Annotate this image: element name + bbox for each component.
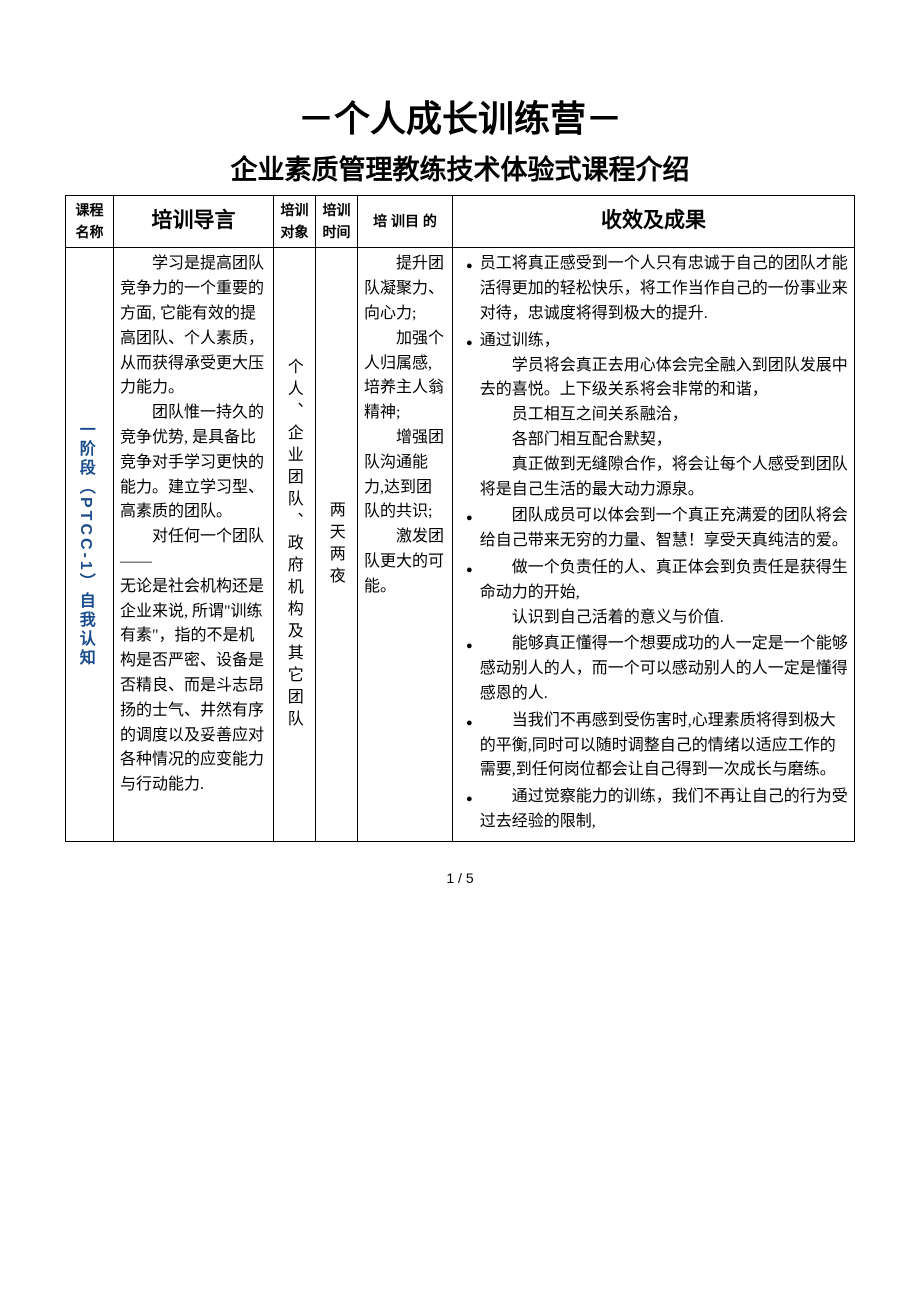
result-item: 员工将真正感受到一个人只有忠诚于自己的团队才能活得更加的轻松快乐，将工作当作自己… [480, 252, 848, 326]
result-text: 认识到自己活着的意义与价值. [480, 606, 848, 631]
header-results: 收效及成果 [453, 196, 855, 248]
result-text: 学员将会真正去用心体会完全融入到团队发展中去的喜悦。上下级关系将会非常的和谐， [480, 354, 848, 404]
result-item: 通过训练，学员将会真正去用心体会完全融入到团队发展中去的喜悦。上下级关系将会非常… [480, 329, 848, 503]
results-list: 员工将真正感受到一个人只有忠诚于自己的团队才能活得更加的轻松快乐，将工作当作自己… [459, 252, 848, 834]
header-intro: 培训导言 [114, 196, 274, 248]
result-text: 当我们不再感到受伤害时,心理素质将得到极大的平衡,同时可以随时调整自己的情绪以适… [480, 709, 848, 783]
result-text: 通过觉察能力的训练，我们不再让自己的行为受过去经验的限制, [480, 785, 848, 835]
cell-results: 员工将真正感受到一个人只有忠诚于自己的团队才能活得更加的轻松快乐，将工作当作自己… [453, 248, 855, 841]
goal-p3: 增强团队沟通能力,达到团队的共识; [364, 426, 446, 525]
result-text: 真正做到无缝隙合作，将会让每个人感受到团队将是自己生活的最大动力源泉。 [480, 453, 848, 503]
intro-p4: 无论是社会机构还是企业来说, 所谓"训练有素"，指的不是机构是否严密、设备是否精… [120, 575, 267, 798]
goal-p1: 提升团队凝聚力、向心力; [364, 252, 446, 326]
goal-p4: 激发团队更大的可能。 [364, 525, 446, 599]
intro-p1: 学习是提高团队竞争力的一个重要的方面, 它能有效的提高团队、个人素质，从而获得承… [120, 252, 267, 401]
result-item: 做一个负责任的人、真正体会到负责任是获得生命动力的开始,认识到自己活着的意义与价… [480, 556, 848, 630]
cell-duration: 两天两夜 [316, 248, 358, 841]
audience-text: 个人、企业团队、政府机构及其它团队 [280, 358, 305, 732]
intro-p2: 团队惟一持久的竞争优势, 是具备比竞争对手学习更快的能力。建立学习型、高素质的团… [120, 401, 267, 525]
table-row: 一阶段（PTCC-1）自我认知 学习是提高团队竞争力的一个重要的方面, 它能有效… [66, 248, 855, 841]
result-text: 员工将真正感受到一个人只有忠诚于自己的团队才能活得更加的轻松快乐，将工作当作自己… [480, 252, 848, 326]
cell-goals: 提升团队凝聚力、向心力; 加强个人归属感,培养主人翁精神; 增强团队沟通能力,达… [358, 248, 453, 841]
cell-audience: 个人、企业团队、政府机构及其它团队 [274, 248, 316, 841]
intro-p3: 对任何一个团队—— [120, 525, 267, 575]
result-item: 当我们不再感到受伤害时,心理素质将得到极大的平衡,同时可以随时调整自己的情绪以适… [480, 709, 848, 783]
main-title: －个人成长训练营－ [65, 90, 855, 142]
duration-text: 两天两夜 [322, 501, 347, 589]
course-table: 课程名称 培训导言 培训对象 培训时间 培 训目 的 收效及成果 一阶段（PTC… [65, 195, 855, 842]
result-text: 团队成员可以体会到一个真正充满爱的团队将会给自己带来无穷的力量、智慧！享受天真纯… [480, 504, 848, 554]
header-course-name: 课程名称 [66, 196, 114, 248]
result-item: 能够真正懂得一个想要成功的人一定是一个能够感动别人的人，而一个可以感动别人的人一… [480, 632, 848, 706]
result-item: 通过觉察能力的训练，我们不再让自己的行为受过去经验的限制, [480, 785, 848, 835]
result-text: 通过训练， [480, 329, 848, 354]
header-goal: 培 训目 的 [358, 196, 453, 248]
page-number: 1 / 5 [65, 870, 855, 886]
goal-p2: 加强个人归属感,培养主人翁精神; [364, 327, 446, 426]
result-text: 能够真正懂得一个想要成功的人一定是一个能够感动别人的人，而一个可以感动别人的人一… [480, 632, 848, 706]
result-text: 员工相互之间关系融洽， [480, 403, 848, 428]
course-name-text: 一阶段（PTCC-1）自我认知 [72, 421, 97, 668]
result-text: 做一个负责任的人、真正体会到负责任是获得生命动力的开始, [480, 556, 848, 606]
header-audience: 培训对象 [274, 196, 316, 248]
header-duration: 培训时间 [316, 196, 358, 248]
table-header-row: 课程名称 培训导言 培训对象 培训时间 培 训目 的 收效及成果 [66, 196, 855, 248]
cell-intro: 学习是提高团队竞争力的一个重要的方面, 它能有效的提高团队、个人素质，从而获得承… [114, 248, 274, 841]
result-item: 团队成员可以体会到一个真正充满爱的团队将会给自己带来无穷的力量、智慧！享受天真纯… [480, 504, 848, 554]
sub-title: 企业素质管理教练技术体验式课程介绍 [65, 148, 855, 187]
cell-course-name: 一阶段（PTCC-1）自我认知 [66, 248, 114, 841]
result-text: 各部门相互配合默契， [480, 428, 848, 453]
